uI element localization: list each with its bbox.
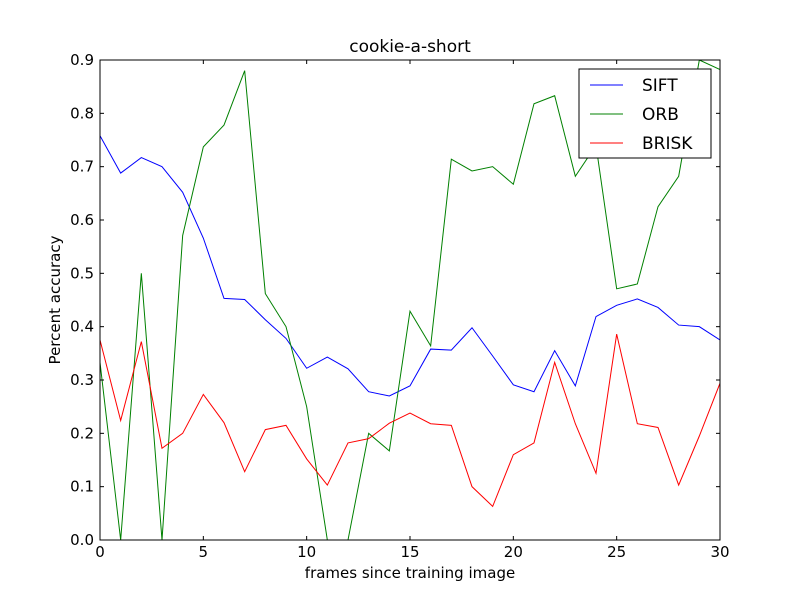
series-line-sift (100, 135, 720, 397)
series-line-orb (100, 60, 720, 540)
y-tick-label: 0.6 (70, 211, 94, 229)
y-tick-label: 0.9 (70, 51, 94, 69)
legend-label-brisk: BRISK (642, 134, 693, 154)
y-tick-label: 0.1 (70, 478, 94, 496)
x-tick-label: 25 (607, 543, 626, 561)
legend-label-orb: ORB (642, 105, 679, 125)
x-tick-label: 30 (710, 543, 729, 561)
x-tick-label: 15 (400, 543, 419, 561)
legend-label-sift: SIFT (642, 76, 678, 96)
plot-lines (100, 60, 720, 540)
legend: SIFT ORB BRISK (578, 68, 712, 159)
y-tick-label: 0.5 (70, 264, 94, 282)
x-tick-label: 5 (199, 543, 209, 561)
x-tick-label: 20 (504, 543, 523, 561)
y-tick-label: 0.3 (70, 371, 94, 389)
x-axis: 0 5 10 15 20 25 30 (95, 60, 730, 561)
chart-title: cookie-a-short (349, 37, 471, 57)
x-axis-label: frames since training image (305, 564, 515, 582)
series-line-brisk (100, 334, 720, 508)
x-tick-label: 10 (297, 543, 316, 561)
y-axis: 0.0 0.1 0.2 0.3 0.4 0.5 0.6 0.7 0.8 0.9 (70, 51, 720, 549)
y-axis-label: Percent accuracy (46, 235, 64, 364)
y-tick-label: 0.7 (70, 158, 94, 176)
y-tick-label: 0.8 (70, 104, 94, 122)
y-tick-label: 0.4 (70, 318, 94, 336)
x-tick-label: 0 (95, 543, 105, 561)
y-tick-label: 0.0 (70, 531, 94, 549)
y-tick-label: 0.2 (70, 424, 94, 442)
